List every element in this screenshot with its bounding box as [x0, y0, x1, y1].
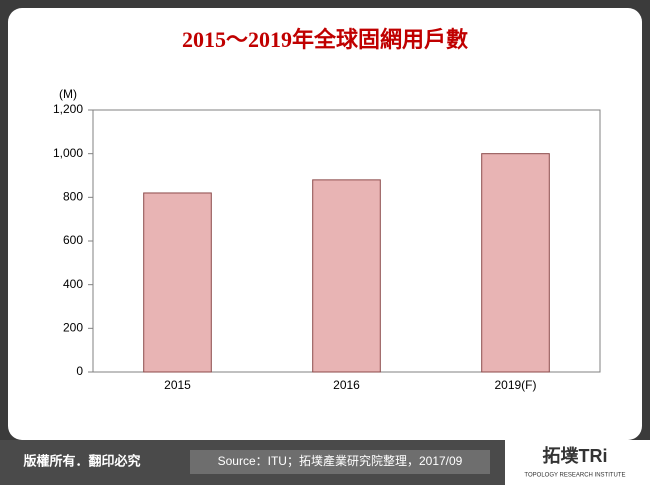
x-tick-label: 2015 — [164, 378, 191, 392]
source-box — [190, 450, 490, 474]
bar — [143, 192, 212, 373]
logo-box — [505, 440, 650, 485]
y-tick-label: 400 — [63, 277, 83, 291]
y-unit: (M) — [59, 87, 77, 101]
y-tick-label: 200 — [63, 321, 83, 335]
plot: 0 200 400 600 800 1,000 1,200 2015 2016 2019(F) — [53, 102, 601, 392]
y-tick-label: 1,200 — [53, 102, 83, 116]
y-tick-label: 0 — [76, 364, 83, 378]
copyright: 版權所有．翻印必究 — [23, 453, 140, 468]
x-tick-label: 2016 — [333, 378, 360, 392]
x-tick-label: 2019(F) — [494, 378, 536, 392]
logo-subtitle: TOPOLOGY RESEARCH INSTITUTE — [524, 473, 625, 479]
bar — [481, 153, 550, 373]
bar — [312, 179, 381, 373]
source: Source：ITU；拓墣產業研究院整理，2017/09 — [218, 453, 463, 468]
y-tick-label: 800 — [63, 190, 83, 204]
y-tick-label: 1,000 — [53, 146, 83, 160]
logo: 拓墣TRi — [543, 445, 608, 466]
y-tick-label: 600 — [63, 233, 83, 247]
chart-title: 2015～2019年全球固網用戶數 — [182, 27, 468, 52]
